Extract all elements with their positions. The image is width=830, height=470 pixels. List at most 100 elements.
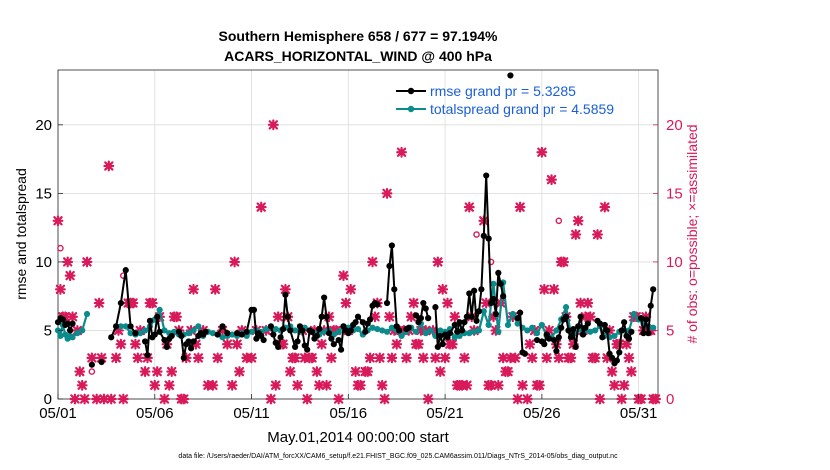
obs-assimilated-glyph [209, 283, 221, 295]
y-left-tick-label: 10 [35, 254, 52, 271]
obs-assimilated-marker [408, 297, 420, 309]
obs-assimilated-marker [405, 311, 417, 323]
rmse-point [616, 349, 623, 356]
obs-assimilated-glyph [67, 311, 78, 323]
obs-assimilated-glyph [439, 352, 451, 364]
obs-assimilated-marker [517, 379, 528, 391]
obs-assimilated-glyph [480, 297, 492, 309]
obs-assimilated-glyph [54, 283, 66, 295]
obs-assimilated-marker [623, 352, 635, 364]
obs-assimilated-glyph [93, 297, 105, 309]
obs-assimilated-glyph [217, 325, 228, 336]
rmse-point [601, 321, 608, 329]
obs-assimilated-marker [151, 366, 163, 378]
obs-assimilated-glyph [432, 256, 444, 268]
obs-assimilated-glyph [463, 201, 475, 213]
totalspread-point [529, 324, 536, 331]
rmse-point [422, 305, 429, 312]
rmse-point [383, 299, 391, 307]
obs-assimilated-marker [565, 352, 577, 364]
obs-assimilated-glyph [115, 338, 127, 350]
obs-assimilated-marker [606, 366, 618, 378]
rmse-point [291, 343, 299, 351]
obs-assimilated-marker [543, 325, 555, 336]
totalspread-point [141, 327, 149, 334]
obs-assimilated-marker [333, 393, 345, 405]
obs-assimilated-glyph [623, 352, 635, 364]
rmse-point [458, 327, 466, 334]
obs-assimilated-glyph [86, 352, 98, 364]
obs-assimilated-glyph [91, 393, 103, 405]
rmse-point [439, 341, 446, 348]
obs-assimilated-marker [584, 311, 596, 323]
totalspread-point [262, 325, 270, 333]
obs-assimilated-glyph [592, 229, 603, 240]
obs-assimilated-marker [538, 283, 550, 295]
obs-assimilated-glyph [534, 379, 545, 391]
obs-assimilated-glyph [340, 297, 352, 309]
rmse-point [270, 331, 277, 338]
rmse-point [577, 313, 584, 320]
y-left-tick-label: 5 [44, 322, 52, 339]
obs-assimilated-glyph [226, 379, 238, 391]
obs-assimilated-marker [110, 352, 122, 364]
obs-assimilated-marker [618, 379, 630, 391]
obs-assimilated-marker [221, 338, 233, 350]
totalspread-point [509, 310, 516, 318]
obs-assimilated-marker [81, 256, 93, 268]
obs-assimilated-marker [492, 379, 504, 391]
totalspread-point [137, 330, 144, 337]
rmse-point [625, 335, 633, 342]
obs-assimilated-marker [98, 393, 110, 405]
rmse-point [471, 287, 478, 294]
y-right-tick-label: 10 [666, 254, 683, 271]
obs-assimilated-glyph [488, 311, 499, 323]
rmse-point [425, 315, 432, 322]
obs-assimilated-marker [536, 146, 548, 158]
obs-assimilated-glyph [546, 174, 557, 186]
obs-assimilated-marker [301, 393, 313, 405]
obs-assimilated-glyph [110, 352, 122, 364]
obs-assimilated-marker [497, 352, 509, 364]
x-tick-label: 05/31 [620, 405, 658, 422]
totalspread-point [122, 323, 129, 330]
rmse-point [473, 317, 480, 324]
obs-assimilated-glyph [284, 366, 296, 378]
obs-assimilated-marker [548, 283, 560, 295]
obs-assimilated-glyph [524, 338, 536, 350]
legend: rmse grand pr = 5.3285 totalspread grand… [396, 83, 614, 117]
obs-assimilated-glyph [572, 215, 584, 227]
y-axis-left-label: rmse and totalspread [13, 168, 29, 300]
obs-assimilated-glyph [207, 379, 219, 391]
obs-assimilated-glyph [538, 283, 550, 295]
rmse-point [599, 334, 606, 341]
obs-assimilated-glyph [52, 215, 64, 227]
totalspread-point [354, 325, 362, 333]
obs-assimilated-marker [609, 379, 620, 391]
obs-assimilated-marker [546, 174, 557, 186]
obs-assimilated-marker [105, 393, 117, 405]
rmse-point [335, 336, 342, 344]
legend-rmse-marker [407, 87, 415, 95]
rmse-point [480, 232, 487, 239]
obs-assimilated-marker [306, 352, 318, 364]
obs-assimilated-glyph [313, 379, 325, 391]
rmse-point [359, 319, 366, 326]
rmse-point [352, 319, 359, 326]
obs-assimilated-marker [62, 256, 74, 268]
obs-assimilated-glyph [625, 366, 637, 378]
obs-assimilated-marker [321, 379, 332, 391]
obs-assimilated-marker [422, 393, 434, 405]
obs-assimilated-marker [178, 393, 190, 405]
obs-assimilated-marker [417, 352, 429, 364]
rmse-point [69, 320, 76, 327]
rmse-point [565, 327, 572, 334]
totalspread-point [466, 330, 473, 337]
obs-assimilated-marker [96, 352, 107, 364]
totalspread-point [57, 332, 64, 340]
obs-assimilated-glyph [333, 393, 345, 405]
rmse-point [243, 328, 250, 335]
obs-assimilated-marker [129, 338, 141, 350]
rmse-point [233, 330, 241, 337]
totalspread-point [495, 328, 502, 335]
